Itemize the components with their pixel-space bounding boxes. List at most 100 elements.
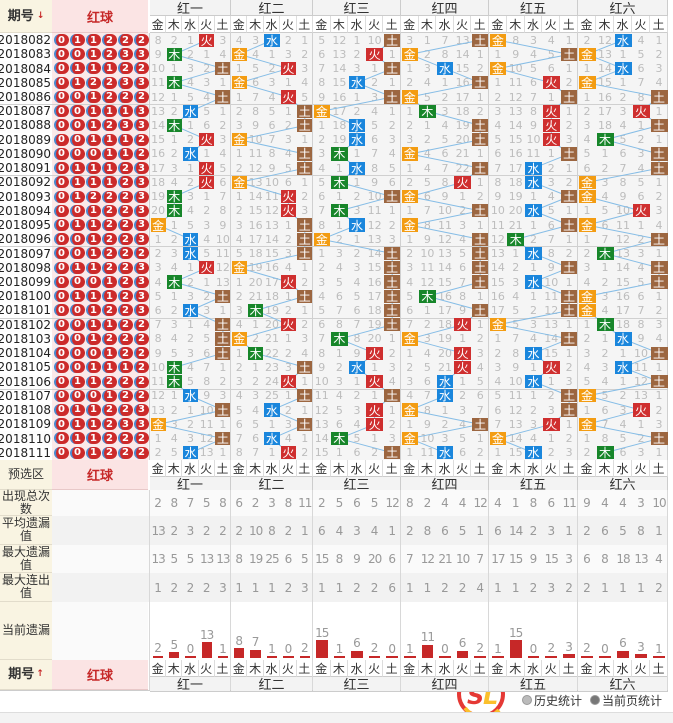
hit-earth: 土 <box>297 360 313 375</box>
omission-value: 1 <box>601 147 609 161</box>
hit-earth: 土 <box>383 389 401 403</box>
issue-footer[interactable]: 期号 ↑ <box>0 660 52 690</box>
omission-value: 7 <box>335 303 343 317</box>
red-ball: 3 <box>134 218 149 231</box>
omission-value: 1 <box>637 417 645 431</box>
omission-value: 1 <box>170 289 178 303</box>
omission-value: 4 <box>318 289 326 303</box>
issue-header[interactable]: 期号 ↓ <box>0 0 52 33</box>
omission-value: 5 <box>547 47 555 61</box>
omission-value: 13 <box>544 318 559 332</box>
omission-value: 1 <box>284 289 292 303</box>
hit-water: 水 <box>264 431 280 447</box>
omission-value: 8 <box>318 346 326 360</box>
radio-icon[interactable] <box>590 695 600 705</box>
red-ball: 2 <box>102 190 117 203</box>
omission-value: 1 <box>406 446 414 460</box>
hit-fire: 火 <box>454 360 471 375</box>
top-element-header: 火 <box>365 16 384 33</box>
row-divider <box>0 317 668 319</box>
stat-row <box>148 516 668 545</box>
option-history-stats[interactable]: 历史统计 <box>522 690 582 710</box>
hit-metal: 金 <box>231 261 247 276</box>
omission-value: 1 <box>268 446 276 460</box>
stat-value: 2 <box>583 523 591 538</box>
footer-element-header: 水 <box>524 660 543 677</box>
omission-value: 13 <box>490 247 505 261</box>
preselect-element-header: 木 <box>506 460 525 477</box>
red-ball: 2 <box>102 34 117 46</box>
omission-value: 4 <box>388 147 396 161</box>
stat-value: 4 <box>370 523 379 538</box>
omission-value: 8 <box>423 403 431 417</box>
omission-value: 2 <box>284 346 292 360</box>
hit-earth: 土 <box>650 161 668 176</box>
preselect-red-ball[interactable]: 红球 <box>52 460 148 490</box>
hit-earth: 土 <box>560 289 578 304</box>
hit-water: 水 <box>436 61 454 76</box>
omission-value: 2 <box>494 90 502 104</box>
omission-bar <box>421 644 434 658</box>
omission-value: 14 <box>437 261 452 275</box>
hit-fire: 火 <box>366 346 383 361</box>
omission-value: 1 <box>565 104 573 118</box>
omission-value: 3 <box>601 360 609 374</box>
omission-value: 1 <box>406 232 414 246</box>
omission-value: 4 <box>619 118 627 132</box>
omission-value: 12 <box>314 403 329 417</box>
hit-metal: 金 <box>231 175 247 190</box>
hit-earth: 土 <box>215 289 231 304</box>
issue-number: 2018102 <box>0 317 52 332</box>
omission-value: 20 <box>455 133 470 147</box>
omission-value: 7 <box>219 190 227 204</box>
red-ball: 0 <box>54 147 69 160</box>
omission-value: 5 <box>203 332 211 346</box>
omission-value: 7 <box>619 161 627 175</box>
preselect-element-header: 火 <box>453 460 472 477</box>
preselect-element-header: 木 <box>596 460 614 477</box>
omission-value: 16 <box>437 289 452 303</box>
stat-value: 6 <box>235 496 244 510</box>
sort-up-icon[interactable]: ↑ <box>36 669 44 679</box>
stat-row <box>148 490 668 516</box>
omission-value: 1 <box>335 346 343 360</box>
omission-value: 15 <box>151 133 166 147</box>
current-omission-value: 3 <box>565 639 573 654</box>
red-ball: 0 <box>54 190 69 203</box>
current-omission-label: 当前遗漏 <box>0 602 52 660</box>
stat-value: 5 <box>335 496 344 510</box>
current-omission-value: 0 <box>186 641 195 656</box>
omission-value: 16 <box>264 261 279 275</box>
hit-metal: 金 <box>578 389 596 403</box>
stat-value: 8 <box>601 552 609 566</box>
omission-value: 4 <box>252 403 260 417</box>
omission-value: 2 <box>219 375 227 389</box>
radio-icon[interactable] <box>522 695 532 705</box>
current-omission-value: 1 <box>335 641 344 656</box>
omission-value: 10 <box>264 175 279 189</box>
hit-earth: 土 <box>471 261 489 275</box>
stat-value: 9 <box>583 496 591 510</box>
red-ball: 1 <box>102 133 117 146</box>
omission-value: 2 <box>186 332 194 346</box>
omission-value: 7 <box>441 161 449 175</box>
omission-bar <box>368 655 381 658</box>
hit-metal: 金 <box>578 417 596 432</box>
hit-metal: 金 <box>578 47 596 62</box>
option-current-page-stats[interactable]: 当前页统计 <box>590 690 662 710</box>
hit-water: 水 <box>182 232 199 247</box>
sort-down-icon[interactable]: ↓ <box>36 10 45 21</box>
hit-metal: 金 <box>401 90 419 105</box>
omission-value: 5 <box>335 275 343 289</box>
hit-metal: 金 <box>578 190 596 204</box>
red-ball: 2 <box>134 332 149 345</box>
omission-value: 14 <box>248 190 263 204</box>
issue-number: 2018094 <box>0 203 52 218</box>
omission-value: 10 <box>420 432 435 446</box>
omission-bar <box>635 654 647 658</box>
omission-value: 9 <box>494 190 502 204</box>
omission-value: 6 <box>252 432 260 446</box>
footer-element-header: 水 <box>348 660 366 677</box>
omission-value: 9 <box>219 218 227 232</box>
stat-value: 13 <box>151 552 165 566</box>
